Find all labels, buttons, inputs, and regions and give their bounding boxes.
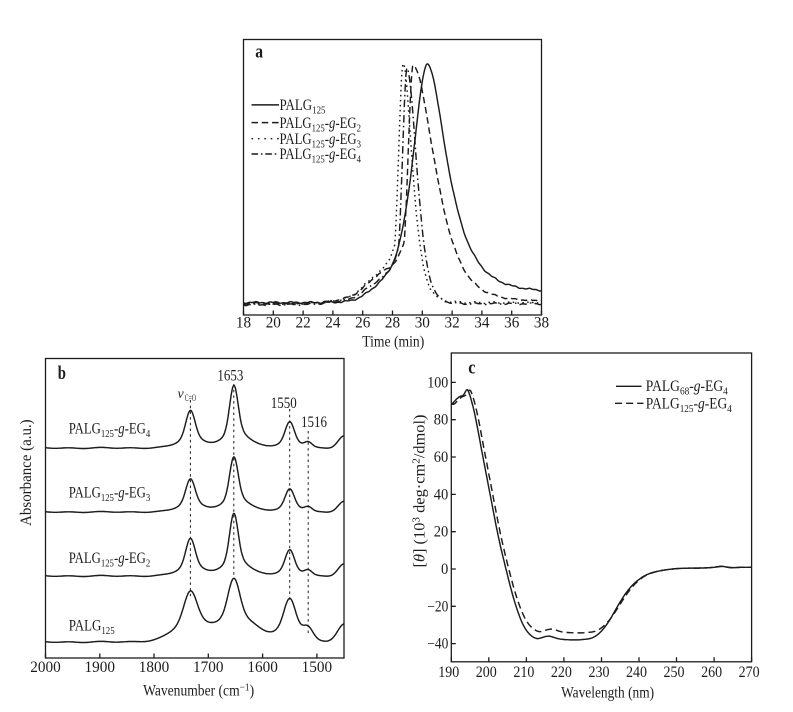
svg-text:250: 250 [664,664,685,681]
svg-text:1900: 1900 [85,659,116,676]
svg-text:PALG125​-g-EG4: PALG125​-g-EG4 [280,146,362,166]
svg-text:20: 20 [266,315,282,332]
svg-text:PALG125​-g-EG3: PALG125​-g-EG3 [280,131,362,151]
svg-text:Absorbance (a.u.): Absorbance (a.u.) [18,419,35,525]
svg-text:Time (min): Time (min) [362,334,424,351]
svg-text:Wavelength (nm): Wavelength (nm) [561,684,654,701]
svg-text:1800: 1800 [139,659,170,676]
svg-text:200: 200 [476,664,497,681]
svg-text:190: 190 [438,664,459,681]
svg-text:ν: ν [178,387,185,402]
svg-text:c: c [468,358,475,379]
svg-text:PALG125​-g-EG2: PALG125​-g-EG2 [69,550,151,570]
svg-text:100: 100 [427,374,448,391]
svg-text:b: b [58,363,66,384]
svg-text:1550: 1550 [271,395,297,412]
svg-text:1653: 1653 [217,367,243,384]
svg-text:240: 240 [626,664,647,681]
svg-text:80: 80 [434,412,449,429]
svg-text:C=O: C=O [185,393,197,403]
svg-text:28: 28 [385,315,401,332]
svg-text:PALG125​-g-EG4: PALG125​-g-EG4 [646,395,733,415]
svg-text:1700: 1700 [193,659,224,676]
svg-text:Wavenumber (cm−1): Wavenumber (cm−1) [143,683,254,700]
svg-text:−40: −40 [427,636,448,653]
svg-text:[θ] (103 deg·cm2/dmol): [θ] (103 deg·cm2/dmol) [411,415,428,568]
svg-text:1516: 1516 [301,414,327,431]
svg-text:PALG125​-g-EG4: PALG125​-g-EG4 [69,421,151,441]
svg-text:a: a [255,42,263,63]
svg-text:60: 60 [434,449,449,466]
svg-text:210: 210 [513,664,534,681]
svg-text:230: 230 [589,664,610,681]
svg-text:24: 24 [325,315,341,332]
svg-text:PALG125​-g-EG2: PALG125​-g-EG2 [280,115,362,135]
svg-text:18: 18 [236,315,252,332]
svg-text:PALG68​-g-EG4: PALG68​-g-EG4 [646,378,729,398]
svg-text:2000: 2000 [30,659,61,676]
svg-text:1600: 1600 [247,659,278,676]
svg-text:−20: −20 [427,598,448,615]
svg-text:0: 0 [441,561,449,578]
svg-text:30: 30 [415,315,431,332]
svg-text:36: 36 [504,315,520,332]
svg-text:32: 32 [445,315,460,332]
svg-text:20: 20 [434,524,449,541]
svg-text:22: 22 [296,315,311,332]
svg-text:34: 34 [474,315,490,332]
svg-text:PALG125​-g-EG3: PALG125​-g-EG3 [69,484,151,504]
svg-text:40: 40 [434,486,449,503]
svg-text:220: 220 [551,664,572,681]
svg-text:38: 38 [534,315,550,332]
svg-text:260: 260 [701,664,722,681]
svg-text:26: 26 [355,315,371,332]
svg-text:270: 270 [739,664,760,681]
svg-text:1500: 1500 [302,659,333,676]
